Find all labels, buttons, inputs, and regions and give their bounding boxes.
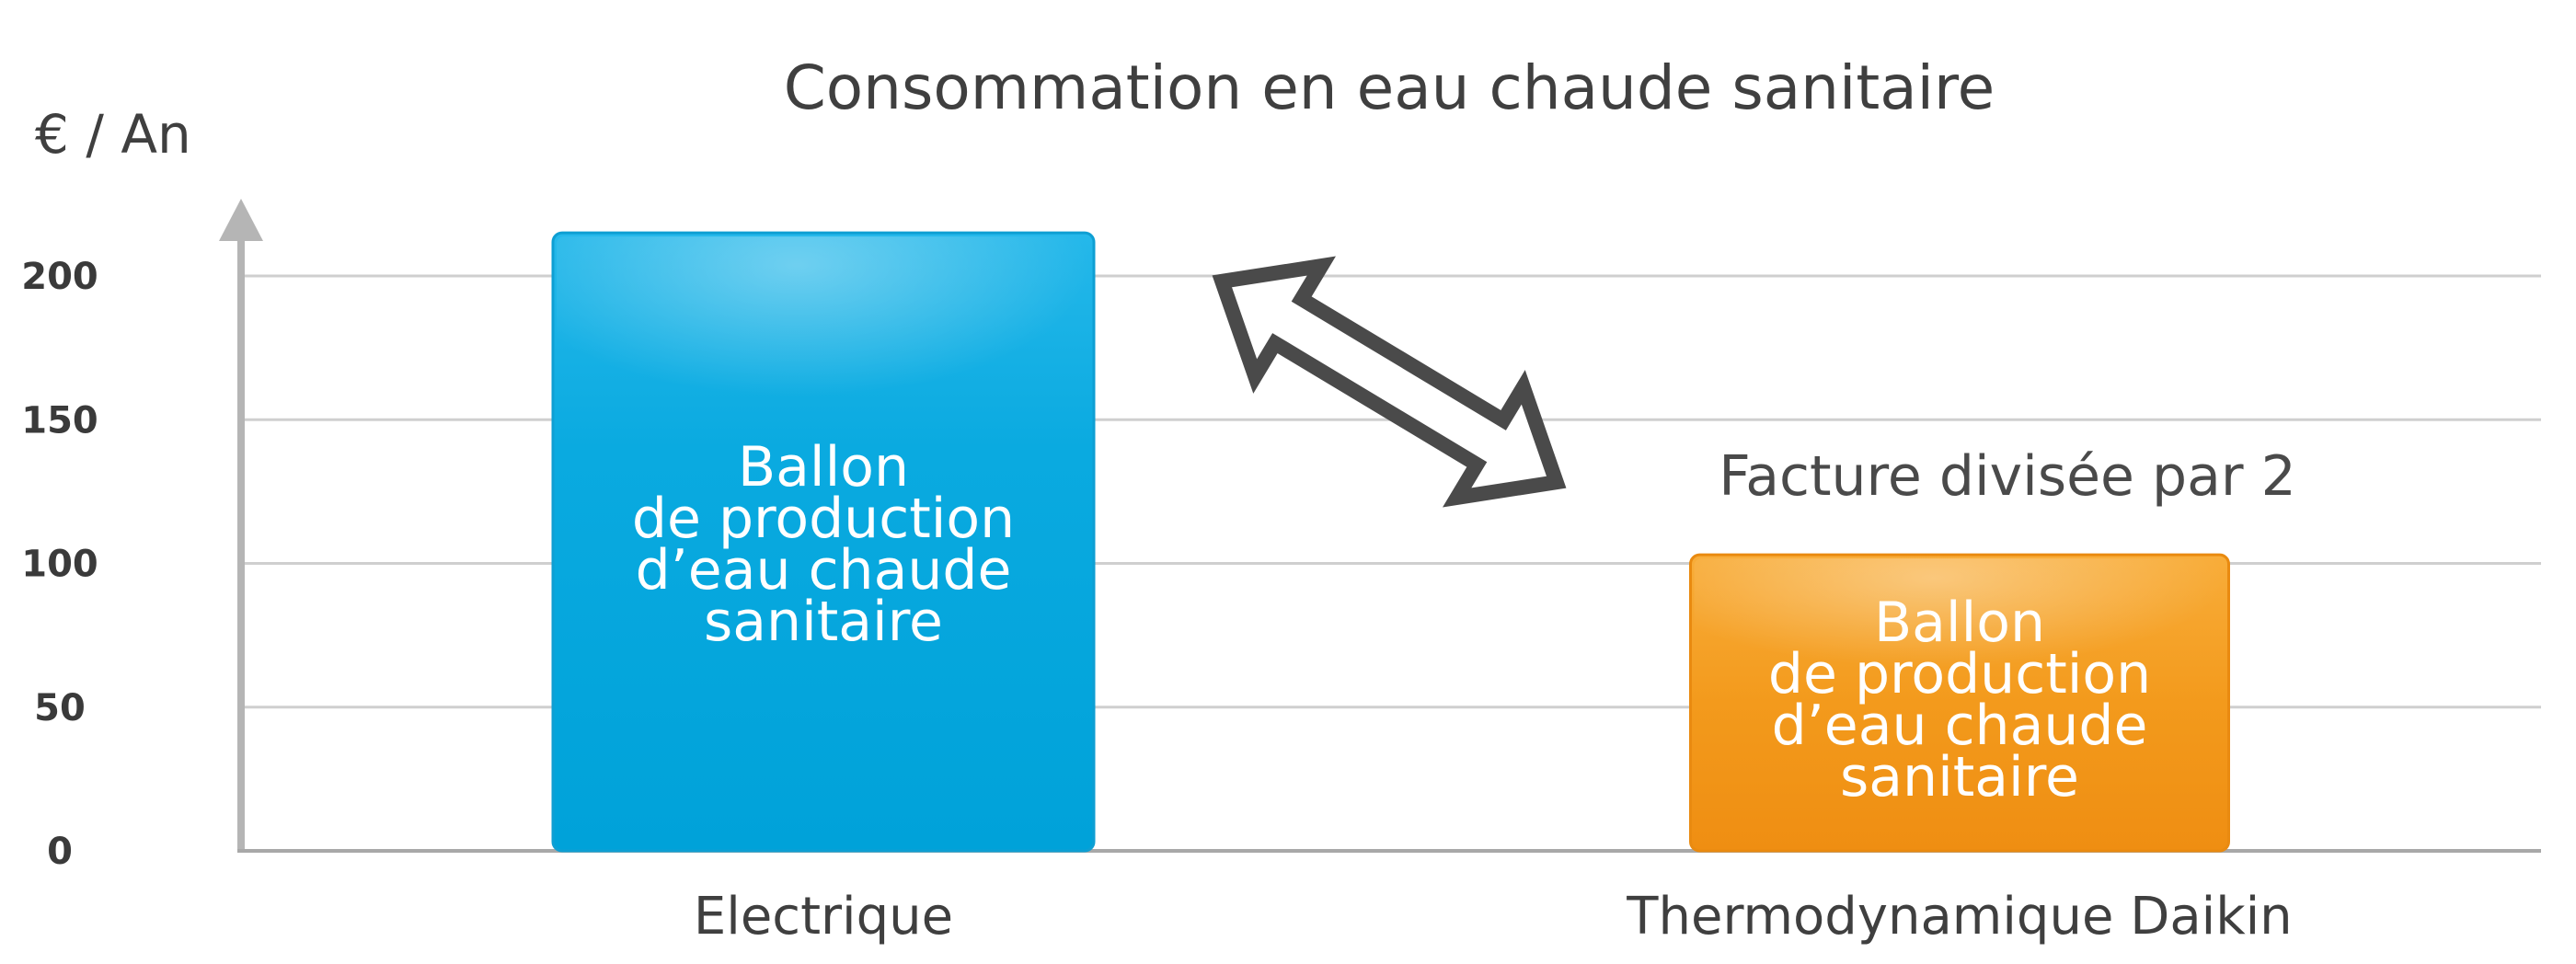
category-label: Electrique	[694, 887, 953, 947]
category-labels: Electrique Thermodynamique Daikin	[694, 887, 2293, 947]
bar-highlight	[1694, 558, 2225, 722]
bar-label-line: sanitaire	[704, 590, 943, 654]
y-tick-label: 200	[21, 256, 98, 298]
bar-label-line: d’eau chaude	[1772, 694, 2148, 758]
annotation-text: Facture divisée par 2	[1719, 444, 2296, 509]
bar-label-line: Ballon	[738, 435, 909, 499]
bar-label-line: de production	[632, 487, 1015, 551]
double-arrow-icon	[1212, 256, 1567, 508]
chart-title: Consommation en eau chaude sanitaire	[784, 52, 1995, 123]
y-tick-label: 0	[47, 831, 73, 873]
y-tick-labels: 0 50 100 150 200	[21, 256, 98, 873]
bar-highlight	[557, 236, 1090, 476]
y-tick-label: 50	[34, 687, 86, 729]
bar-label-line: sanitaire	[1840, 745, 2079, 809]
y-axis-label: € / An	[35, 103, 191, 166]
y-axis-arrow	[219, 199, 263, 241]
category-label: Thermodynamique Daikin	[1626, 887, 2292, 947]
y-tick-label: 100	[21, 544, 98, 586]
bar-label-line: d’eau chaude	[636, 538, 1012, 602]
y-axis	[219, 199, 263, 851]
bar-label-line: de production	[1768, 642, 2151, 706]
y-tick-label: 150	[21, 399, 98, 442]
bar-label-line: Ballon	[1874, 591, 2045, 655]
